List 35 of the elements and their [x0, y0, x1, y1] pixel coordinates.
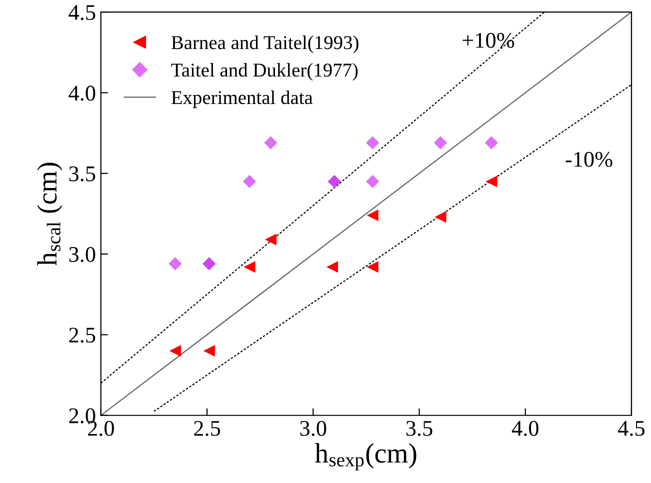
- x-axis-title: h$_{sexp}$(cm): [314, 443, 416, 470]
- point: [326, 261, 338, 273]
- y-tick-label: 4.0: [68, 86, 96, 101]
- point: [244, 261, 256, 273]
- x-tick-label: 4.5: [618, 421, 644, 436]
- point: [366, 174, 380, 188]
- y-tick-label: 3.0: [69, 246, 96, 262]
- point: [434, 211, 446, 223]
- point: [264, 136, 278, 150]
- y-axis-title: h$_{scal}$ (cm): [37, 162, 62, 266]
- y-tick-label: 4.5: [68, 5, 96, 20]
- annotation: +10%: [462, 32, 514, 48]
- point: [168, 257, 182, 270]
- legend-label: Barnea and Taitel(1993): [171, 36, 358, 54]
- y-tick-label: 2.5: [69, 328, 96, 343]
- point: [366, 136, 380, 150]
- point: [366, 261, 378, 273]
- point: [328, 174, 341, 188]
- point: [434, 136, 448, 150]
- point: [242, 174, 256, 188]
- point: [486, 176, 498, 188]
- x-tick-label: 2.5: [194, 420, 220, 436]
- point: [366, 210, 378, 222]
- x-tick-label: 3.5: [406, 420, 432, 436]
- legend-label: Taitel and Dukler(1977): [171, 63, 358, 81]
- y-tick-label: 3.5: [69, 166, 96, 182]
- point: [264, 234, 276, 246]
- point: [202, 257, 216, 270]
- legend-label: Experimental data: [171, 90, 313, 108]
- point: [484, 136, 498, 150]
- x-tick-label: 4.0: [512, 420, 538, 436]
- x-tick-label: 3.0: [300, 420, 326, 436]
- annotation: -10%: [566, 152, 612, 167]
- point: [203, 345, 215, 357]
- point: [169, 345, 181, 357]
